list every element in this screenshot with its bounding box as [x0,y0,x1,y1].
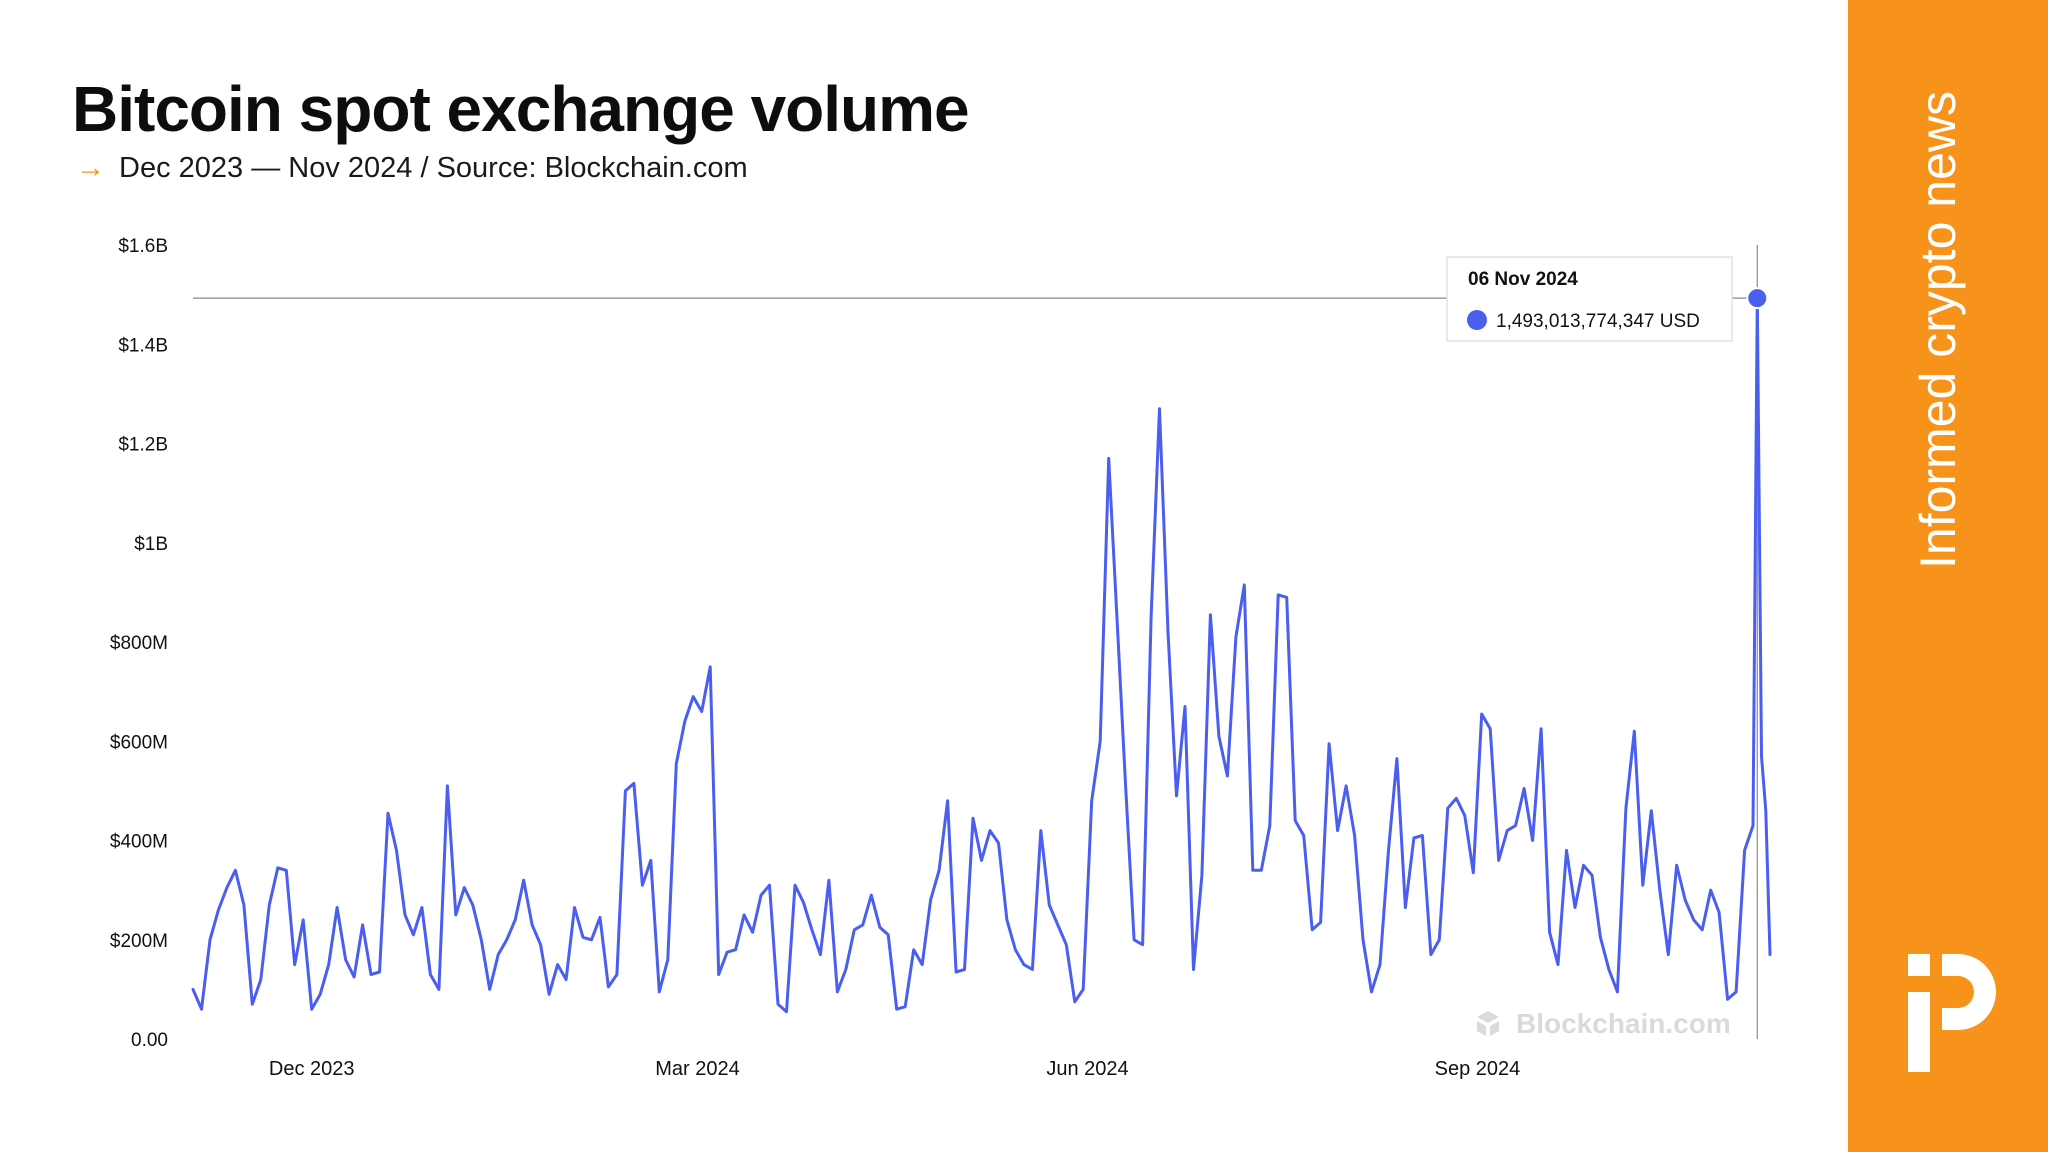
arrow-right-icon: → [76,152,105,184]
highlight-point[interactable] [1746,287,1769,310]
tooltip-box [1446,256,1733,342]
watermark: Blockchain.com [1477,1008,1731,1039]
tooltip-value: 1,493,013,774,347 USD [1496,311,1700,332]
tooltip-date: 06 Nov 2024 [1468,269,1578,290]
tooltip-series-dot [1467,310,1487,330]
y-tick-label: 0.00 [131,1030,168,1051]
subtitle-text: Dec 2023 — Nov 2024 / Source: Blockchain… [119,152,748,184]
y-tick-label: $1.4B [118,335,168,356]
y-axis: 0.00 $200M $400M $600M $800M $1B $1.2B $1.4B $1.… [110,236,168,1051]
x-axis: Dec 2023 Mar 2024 Jun 2024 Sep 2024 [269,1058,1520,1080]
chart-title: Bitcoin spot exchange volume [72,73,970,145]
series-line [191,296,1772,1014]
y-tick-label: $1.2B [118,435,168,456]
x-tick-label: Sep 2024 [1435,1058,1521,1080]
y-tick-label: $400M [110,832,168,853]
x-tick-label: Mar 2024 [655,1058,740,1080]
tooltip: 06 Nov 2024 1,493,013,774,347 USD [1446,256,1733,342]
blockchain-logo-icon [1477,1011,1499,1036]
publisher-logo-icon [1908,954,1996,1072]
x-tick-label: Jun 2024 [1046,1058,1128,1080]
y-tick-label: $800M [110,633,168,654]
sidebar-tagline: Informed crypto news [1910,91,1966,569]
y-tick-label: $1.6B [118,236,168,257]
y-tick-label: $600M [110,732,168,753]
chart-subtitle: → Dec 2023 — Nov 2024 / Source: Blockchai… [76,152,748,185]
watermark-text: Blockchain.com [1516,1008,1731,1039]
x-tick-label: Dec 2023 [269,1058,355,1080]
volume-line-chart: Blockchain.com 0.00 $200M $400M $600M $800M $… [110,236,1772,1080]
y-tick-label: $1B [134,534,168,555]
y-tick-label: $200M [110,931,168,952]
